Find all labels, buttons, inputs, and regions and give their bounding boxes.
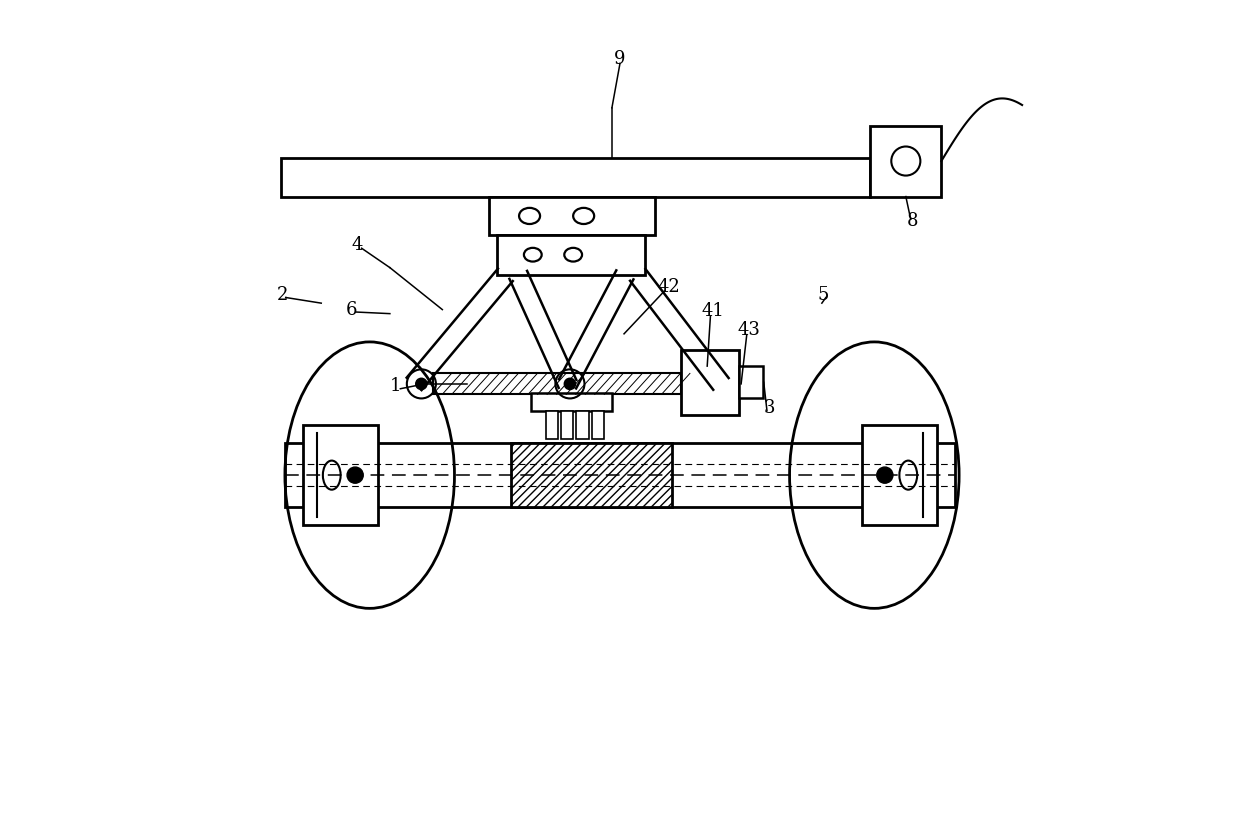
Text: 5: 5 [818, 286, 830, 304]
Text: 6: 6 [346, 301, 357, 319]
Text: 2: 2 [277, 286, 288, 304]
Circle shape [564, 378, 575, 389]
Bar [739, 366, 763, 398]
Bar [281, 158, 870, 197]
Polygon shape [511, 443, 672, 507]
Bar [681, 350, 739, 415]
Bar [870, 125, 941, 197]
Bar [497, 235, 645, 275]
Text: 8: 8 [906, 212, 918, 230]
Text: 4: 4 [352, 236, 363, 254]
Bar [304, 425, 378, 525]
Bar [560, 411, 573, 439]
Bar [577, 411, 589, 439]
Bar [531, 393, 611, 411]
Text: 41: 41 [702, 302, 724, 320]
Text: 43: 43 [738, 321, 760, 339]
Bar [433, 373, 681, 394]
Text: 3: 3 [764, 399, 775, 417]
Bar [591, 411, 604, 439]
Circle shape [347, 467, 363, 483]
Text: 9: 9 [614, 50, 626, 68]
Circle shape [877, 467, 893, 483]
Bar [490, 197, 655, 235]
Bar [862, 425, 936, 525]
Bar [546, 411, 558, 439]
Text: 1: 1 [389, 377, 402, 395]
Text: 42: 42 [657, 278, 680, 296]
Bar [285, 443, 955, 507]
Circle shape [415, 378, 427, 389]
